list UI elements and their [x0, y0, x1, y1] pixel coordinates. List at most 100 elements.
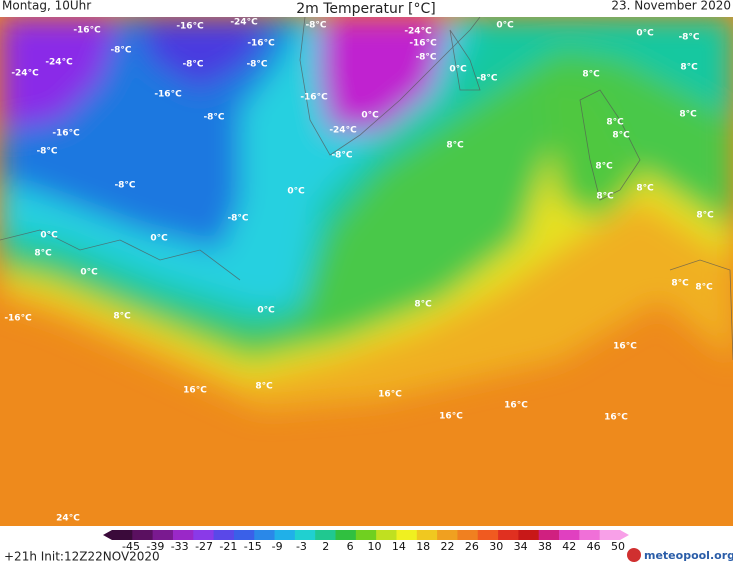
- isotherm-label: -8°C: [305, 21, 326, 31]
- isotherm-label: -24°C: [45, 58, 73, 68]
- isotherm-label: 8°C: [606, 118, 624, 128]
- legend-tick-label: 26: [465, 540, 479, 553]
- legend-tick-label: -39: [146, 540, 164, 553]
- isotherm-label: -24°C: [230, 18, 258, 28]
- legend-swatch: [579, 530, 601, 540]
- legend-tick-label: -15: [244, 540, 262, 553]
- legend-tick-label: 2: [322, 540, 329, 553]
- legend-swatch: [498, 530, 519, 540]
- legend-swatch: [274, 530, 296, 540]
- legend-swatch: [477, 530, 499, 540]
- legend-tick-label: 42: [562, 540, 576, 553]
- legend-swatch: [457, 530, 479, 540]
- isotherm-label: 0°C: [449, 65, 467, 75]
- isotherm-label: 8°C: [595, 162, 613, 172]
- isotherm-label: 16°C: [378, 390, 402, 400]
- isotherm-label: 16°C: [613, 342, 637, 352]
- isotherm-label: -16°C: [300, 93, 328, 103]
- legend-tick-label: 6: [347, 540, 354, 553]
- isotherm-label: 0°C: [257, 306, 275, 316]
- isotherm-label: -8°C: [203, 113, 224, 123]
- isotherm-label: -16°C: [73, 26, 101, 36]
- isotherm-label: 0°C: [80, 268, 98, 278]
- isotherm-label: 0°C: [287, 187, 305, 197]
- legend-tick-label: 46: [587, 540, 601, 553]
- isotherm-label: 8°C: [414, 300, 432, 310]
- isotherm-label: -8°C: [182, 60, 203, 70]
- isotherm-label: -24°C: [404, 27, 432, 37]
- legend-swatch: [437, 530, 458, 540]
- isotherm-label: -8°C: [36, 147, 57, 157]
- legend-swatch: [193, 530, 215, 540]
- isotherm-label: 8°C: [696, 211, 714, 221]
- legend-swatch: [213, 530, 235, 540]
- legend-tick-label: -9: [272, 540, 283, 553]
- legend-tick-label: 22: [441, 540, 455, 553]
- legend-swatch: [559, 530, 580, 540]
- isotherm-label: -8°C: [246, 60, 267, 70]
- isotherm-label: 16°C: [604, 413, 628, 423]
- legend-tick-label: -33: [171, 540, 189, 553]
- isotherm-label: 8°C: [446, 141, 464, 151]
- isotherm-label: -24°C: [11, 69, 39, 79]
- isotherm-label: -16°C: [409, 39, 437, 49]
- isotherm-label: -8°C: [110, 46, 131, 56]
- isotherm-label: 8°C: [34, 249, 52, 259]
- isotherm-label: -24°C: [329, 126, 357, 136]
- isotherm-label: 8°C: [680, 63, 698, 73]
- isotherm-label: -8°C: [476, 74, 497, 84]
- isotherm-label: -8°C: [114, 181, 135, 191]
- isotherm-label: 16°C: [183, 386, 207, 396]
- legend-tick-label: 18: [416, 540, 430, 553]
- legend-swatch: [396, 530, 418, 540]
- legend-swatch: [172, 530, 194, 540]
- isotherm-label: 8°C: [582, 70, 600, 80]
- init-time: +21h Init:12Z22NOV2020: [4, 550, 160, 564]
- legend-swatch: [254, 530, 276, 540]
- legend-swatch: [335, 530, 357, 540]
- legend-swatch: [416, 530, 438, 540]
- legend-swatch: [152, 530, 174, 540]
- legend-tick-label: -27: [195, 540, 213, 553]
- isotherm-label: -8°C: [415, 53, 436, 63]
- legend-tick-label: 34: [514, 540, 528, 553]
- isotherm-label: 16°C: [504, 401, 528, 411]
- legend-swatch: [355, 530, 377, 540]
- legend-swatch: [376, 530, 397, 540]
- isotherm-label: 0°C: [40, 231, 58, 241]
- isotherm-label: 8°C: [671, 279, 689, 289]
- isotherm-label: -16°C: [52, 129, 80, 139]
- isotherm-label: 0°C: [636, 29, 654, 39]
- legend-tick-label: 14: [392, 540, 406, 553]
- legend-tick-label: 10: [368, 540, 382, 553]
- legend-tick-label: 38: [538, 540, 552, 553]
- legend-arrow-left: [103, 530, 112, 540]
- legend-tick-label: 30: [489, 540, 503, 553]
- isotherm-label: 8°C: [612, 131, 630, 141]
- isotherm-label: -8°C: [331, 151, 352, 161]
- isotherm-label: -8°C: [678, 33, 699, 43]
- legend-tick-label: 50: [611, 540, 625, 553]
- isotherm-label: 8°C: [596, 192, 614, 202]
- logo-icon: [627, 548, 641, 562]
- legend-swatch: [112, 530, 133, 540]
- isotherm-label: 8°C: [695, 283, 713, 293]
- isotherm-label: -16°C: [4, 314, 32, 324]
- isotherm-label: -16°C: [154, 90, 182, 100]
- isotherm-label: 16°C: [439, 412, 463, 422]
- legend-swatch: [132, 530, 154, 540]
- isotherm-label: 8°C: [113, 312, 131, 322]
- legend-tick-label: -21: [219, 540, 237, 553]
- temperature-field: [0, 17, 733, 526]
- isotherm-label: -16°C: [247, 39, 275, 49]
- isotherm-label: 8°C: [636, 184, 654, 194]
- isotherm-label: -8°C: [227, 214, 248, 224]
- legend-swatch: [599, 530, 621, 540]
- isotherm-label: 0°C: [150, 234, 168, 244]
- logo[interactable]: meteopool.org: [644, 549, 733, 562]
- map-title: 2m Temperatur [°C]: [296, 1, 436, 17]
- isotherm-label: 8°C: [255, 382, 273, 392]
- date: 23. November 2020: [611, 0, 731, 13]
- legend-swatch: [518, 530, 540, 540]
